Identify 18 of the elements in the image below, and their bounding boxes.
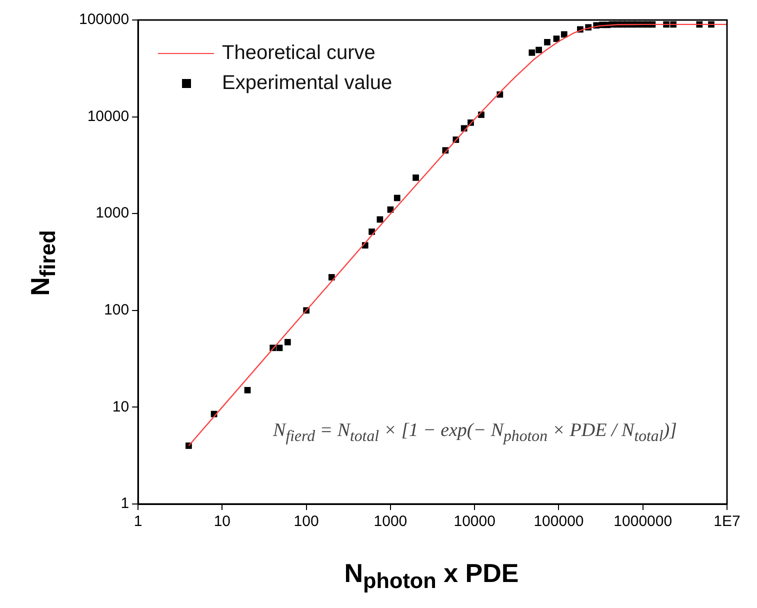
- y-tick-label: 10: [112, 398, 130, 416]
- legend-label: Theoretical curve: [222, 42, 376, 64]
- text: N$_{fierd}$ = N$_{total}$ × [1 − exp(− N$_{photon}$ × PDE / N$_{total}$)]: [273, 420, 677, 445]
- y-tick-label: 100: [104, 302, 130, 319]
- x-tick-label: 1000: [374, 513, 408, 530]
- x-tick-label: 1000000: [614, 513, 672, 530]
- x-tick-label: 1E7: [714, 513, 740, 530]
- x-tick-label: 10000: [454, 513, 496, 530]
- x-tick-label: 10: [214, 513, 231, 530]
- y-tick-label: 100000: [78, 11, 130, 28]
- y-tick-label: 10000: [87, 108, 130, 125]
- y-tick-label: 1: [120, 495, 130, 512]
- x-tick-label: 1: [134, 513, 142, 530]
- x-tick-label: 100000: [534, 513, 584, 530]
- x-tick-label: 100: [294, 513, 319, 530]
- y-tick-label: 1000: [96, 204, 130, 222]
- x-axis-title: N$_{photon}$ x PDE: [343, 558, 520, 594]
- legend-label: Experimental value: [222, 72, 392, 94]
